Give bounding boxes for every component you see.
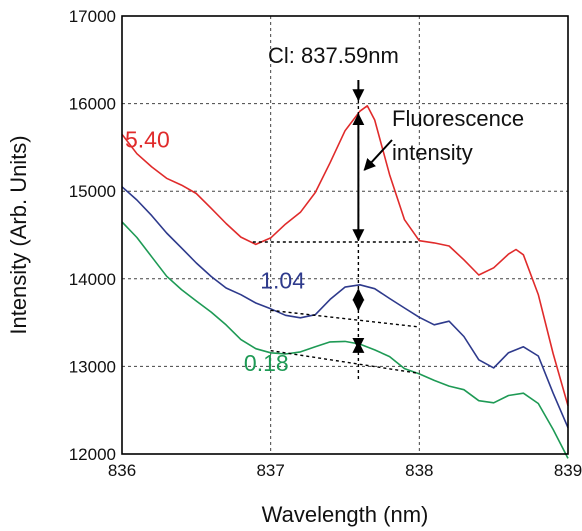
fluorescence-label: Fluorescence [392,106,524,131]
series-layer [121,105,569,459]
fluorescence-pointer-arrow [363,139,393,171]
y-tick-label: 13000 [69,357,116,376]
ratio-value-label: 1.04 [260,267,305,293]
ratio-value-label: 5.40 [125,126,170,152]
series-line [121,186,569,429]
y-tick-label: 12000 [69,445,116,464]
y-tick-label: 17000 [69,7,116,26]
baseline-dashed [270,309,420,328]
annotations: Cl: 837.59nm Fluorescence intensity 5.40 1.0… [125,43,524,382]
x-axis-label: Wavelength (nm) [262,502,429,527]
x-tick-label: 836 [108,461,136,480]
series-line [121,221,569,459]
y-tick-label: 16000 [69,95,116,114]
x-tick-label: 839 [554,461,582,480]
intensity-label: intensity [392,140,473,165]
y-tick-label: 14000 [69,270,116,289]
y-axis-label: Intensity (Arb. Units) [6,135,31,334]
cl-wavelength-label: Cl: 837.59nm [268,43,399,68]
series-line [121,105,569,407]
plot-frame [121,15,569,455]
y-tick-label: 15000 [69,182,116,201]
tick-labels: 836 837 838 839 12000 13000 14000 15000 16000 170… [69,7,582,480]
x-tick-label: 837 [256,461,284,480]
x-tick-label: 838 [405,461,433,480]
ratio-value-label: 0.18 [244,350,289,376]
grid [122,16,568,454]
baseline-dashed [270,349,420,375]
